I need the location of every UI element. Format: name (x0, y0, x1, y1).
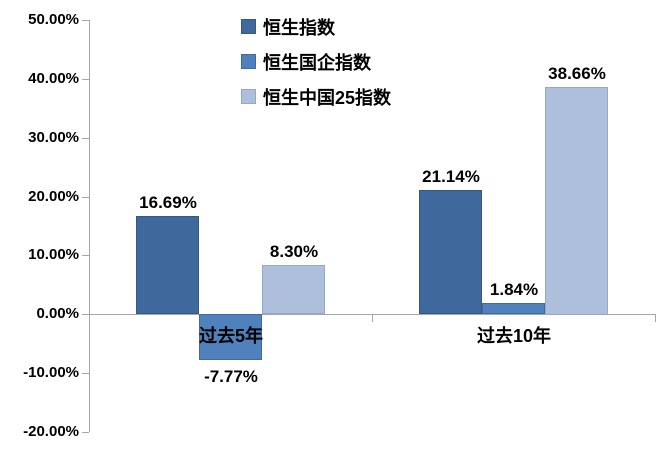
x-axis-boundary-tick (372, 314, 373, 322)
category-label-1: 过去10年 (476, 326, 552, 346)
legend-swatch-hs-china-25-index (241, 89, 256, 104)
x-axis-line (82, 314, 655, 315)
y-axis-tick-label: 30.00% (28, 129, 79, 146)
bar-series1-group1 (482, 303, 545, 314)
y-axis-tick-label: 50.00% (28, 11, 79, 28)
y-axis-tick (82, 138, 89, 139)
y-axis-tick (82, 373, 89, 374)
category-label-0: 过去5年 (198, 326, 263, 346)
y-axis-tick-label: 40.00% (28, 70, 79, 87)
legend-label-hs-china-enterprises-index: 恒生国企指数 (263, 52, 371, 73)
y-axis-tick (82, 432, 89, 433)
data-label-series0-group0: 16.69% (139, 193, 197, 212)
data-label-series2-group1: 38.66% (548, 64, 606, 83)
data-label-series0-group1: 21.14% (422, 167, 480, 186)
data-label-series1-group0: -7.77% (204, 367, 258, 386)
legend-label-hs-china-25-index: 恒生中国25指数 (263, 87, 392, 108)
bar-series0-group0 (136, 216, 199, 314)
y-axis-tick-label: -10.00% (23, 364, 79, 381)
legend-item-hs-china-25-index: 恒生中国25指数 (241, 79, 391, 114)
y-axis-tick-label: 0.00% (36, 305, 79, 322)
y-axis-tick (82, 20, 89, 21)
legend-swatch-hang-seng-index (241, 19, 256, 34)
y-axis-tick (82, 79, 89, 80)
legend: 恒生指数 恒生国企指数 恒生中国25指数 (241, 9, 391, 114)
x-axis-boundary-tick (655, 314, 656, 322)
legend-swatch-hs-china-enterprises-index (241, 54, 256, 69)
bar-series1-group0 (199, 314, 262, 360)
data-label-series1-group1: 1.84% (489, 280, 539, 299)
y-axis-tick (82, 255, 89, 256)
legend-label-hang-seng-index: 恒生指数 (263, 17, 335, 38)
legend-item-hang-seng-index: 恒生指数 (241, 9, 391, 44)
y-axis-tick-label: 10.00% (28, 246, 79, 263)
bar-series2-group1 (545, 87, 608, 315)
y-axis-tick (82, 197, 89, 198)
y-axis-line (89, 20, 90, 432)
y-axis-tick-label: 20.00% (28, 188, 79, 205)
bar-series0-group1 (419, 190, 482, 314)
bar-series2-group0 (262, 265, 325, 314)
legend-item-hs-china-enterprises-index: 恒生国企指数 (241, 44, 391, 79)
data-label-series2-group0: 8.30% (269, 242, 319, 261)
y-axis-tick-label: -20.00% (23, 423, 79, 440)
